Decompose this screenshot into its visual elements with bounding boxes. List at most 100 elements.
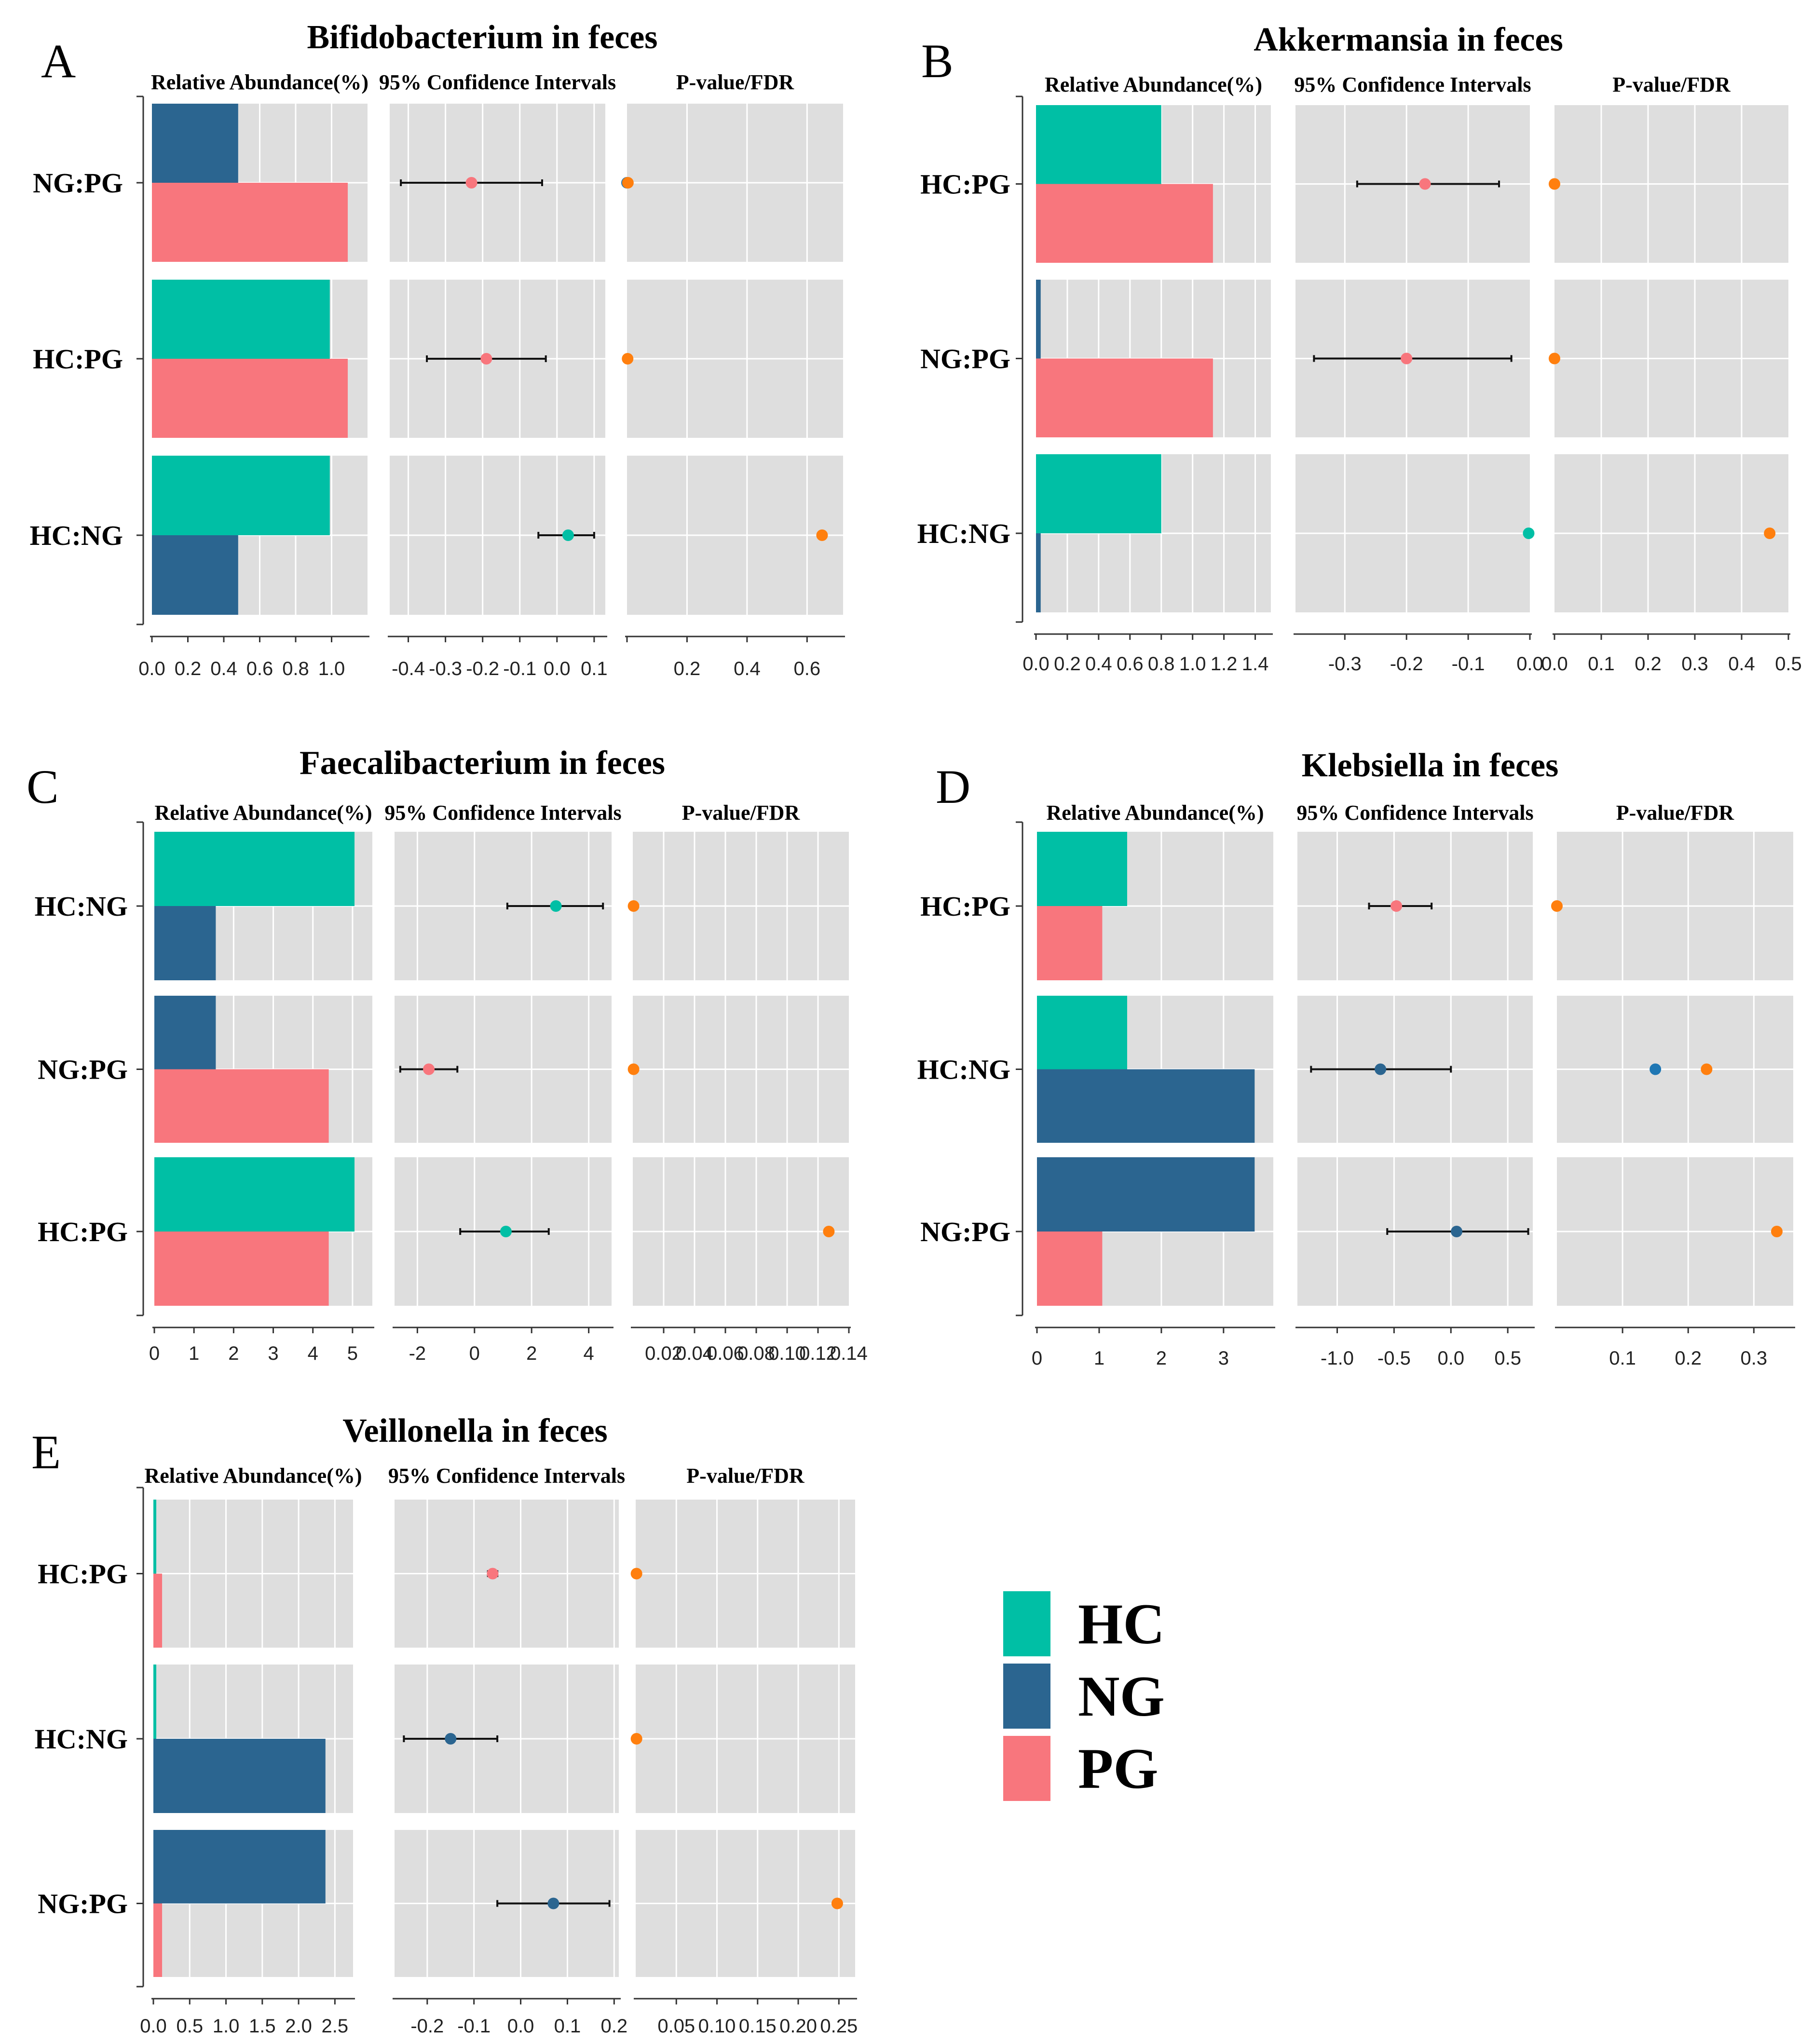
x-tick-label: -0.1 <box>1452 653 1485 675</box>
x-tick-label: 0.0 <box>507 2016 534 2037</box>
x-tick-label: 0.0 <box>140 2016 167 2037</box>
bar-hc <box>1037 832 1127 906</box>
x-tick-label: 2 <box>526 1343 537 1364</box>
x-tick-label: 0.12 <box>799 1343 837 1364</box>
chart-panel-A: Bifidobacterium in feces A Relative Abunda… <box>30 19 845 679</box>
x-tick-label: 0.10 <box>698 2016 736 2037</box>
x-tick-label: 0.15 <box>739 2016 777 2037</box>
row-label: NG:PG <box>920 1216 1010 1247</box>
pvalue-point <box>627 1063 640 1075</box>
ci-point <box>445 1733 457 1745</box>
x-tick-label: 3 <box>1218 1348 1229 1369</box>
chart-panel-D: Klebsiella in feces D Relative Abundance(%… <box>917 747 1795 1369</box>
x-tick-label: -0.2 <box>1390 653 1423 675</box>
x-tick-label: 0.0 <box>1437 1348 1464 1369</box>
bar-hc <box>152 456 330 535</box>
bar-ng <box>1037 1157 1255 1232</box>
legend-label-hc: HC <box>1078 1592 1165 1656</box>
pvalue-point <box>823 1226 835 1237</box>
x-tick-label: 1.2 <box>1211 653 1238 675</box>
legend-label-ng: NG <box>1078 1664 1165 1728</box>
ci-point <box>562 529 574 541</box>
row-label: HC:NG <box>917 1054 1010 1085</box>
x-tick-label: -0.1 <box>457 2016 491 2037</box>
x-tick-label: -0.5 <box>1377 1348 1411 1369</box>
legend-swatch-hc <box>1003 1591 1050 1656</box>
x-tick-label: 0.08 <box>737 1343 775 1364</box>
bar-pg <box>153 1573 163 1648</box>
ci-point <box>1419 178 1431 190</box>
x-tick-label: 4 <box>308 1343 318 1364</box>
row-label: HC:NG <box>917 518 1010 549</box>
pvalue-point <box>1771 1226 1783 1237</box>
row-label: NG:PG <box>38 1888 128 1920</box>
bar-pg <box>153 1903 163 1977</box>
bar-pg <box>152 359 348 438</box>
bar-pg <box>1037 1232 1103 1306</box>
x-tick-label: 0.2 <box>601 2016 628 2037</box>
ci-point <box>547 1897 559 1909</box>
x-tick-label: 0.3 <box>1681 653 1708 675</box>
x-tick-label: 1.0 <box>318 658 345 679</box>
ci-point <box>1375 1063 1387 1075</box>
fdr-point <box>1649 1063 1662 1075</box>
x-tick-label: 1.5 <box>249 2016 276 2037</box>
chart-title: Akkermansia in feces <box>1254 21 1563 58</box>
bar-ng <box>152 104 238 183</box>
bar-ng <box>1036 533 1041 612</box>
row-label: NG:PG <box>38 1054 128 1085</box>
bar-hc <box>1036 454 1161 533</box>
row-label: HC:PG <box>38 1558 128 1590</box>
pvalue-point <box>1764 528 1776 539</box>
ci-header: 95% Confidence Intervals <box>379 70 616 94</box>
pvalue-point <box>630 1733 642 1745</box>
ci-point <box>550 900 562 912</box>
chart-panel-C: Faecalibacterium in feces C Relative Abund… <box>27 745 868 1364</box>
x-tick-label: 0.6 <box>246 658 273 679</box>
x-tick-label: 0.5 <box>1775 653 1802 675</box>
pvalue-point <box>816 529 828 541</box>
x-tick-label: -0.2 <box>466 658 499 679</box>
x-tick-label: 0.6 <box>1117 653 1144 675</box>
x-tick-label: 0.1 <box>554 2016 581 2037</box>
chart-title: Faecalibacterium in feces <box>300 745 665 782</box>
ci-header: 95% Confidence Intervals <box>384 801 621 825</box>
x-tick-label: 0.3 <box>1741 1348 1768 1369</box>
panel-letter: E <box>31 1425 61 1479</box>
x-tick-label: 0.0 <box>1541 653 1568 675</box>
x-tick-label: 0 <box>1032 1348 1042 1369</box>
ci-point <box>500 1226 512 1237</box>
x-tick-label: 0.1 <box>1609 1348 1636 1369</box>
legend-swatch-ng <box>1003 1664 1050 1729</box>
x-tick-label: 0.04 <box>676 1343 713 1364</box>
ci-point <box>1390 900 1403 912</box>
x-tick-label: 0.2 <box>674 658 701 679</box>
x-tick-label: 0.6 <box>794 658 821 679</box>
x-tick-label: 2.0 <box>285 2016 312 2037</box>
x-tick-label: 0.4 <box>734 658 761 679</box>
pvalue-point <box>1549 352 1560 365</box>
panel-letter: B <box>921 34 954 88</box>
legend-label-pg: PG <box>1078 1736 1159 1800</box>
x-tick-label: 3 <box>268 1343 278 1364</box>
panel-letter: C <box>27 760 59 813</box>
pvalue-header: P-value/FDR <box>676 70 795 94</box>
x-tick-label: 0.20 <box>779 2016 817 2037</box>
x-tick-label: 0.4 <box>210 658 237 679</box>
x-tick-label: -2 <box>409 1343 426 1364</box>
x-tick-label: -0.2 <box>410 2016 444 2037</box>
x-tick-label: 0.8 <box>1148 653 1175 675</box>
row-label: HC:NG <box>30 520 123 551</box>
pvalue-point <box>831 1897 843 1909</box>
bar-ng <box>154 996 216 1069</box>
chart-title: Klebsiella in feces <box>1302 747 1559 784</box>
x-tick-label: 4 <box>584 1343 594 1364</box>
x-tick-label: 2 <box>228 1343 239 1364</box>
ci-point <box>480 353 492 365</box>
x-tick-label: 0.0 <box>544 658 571 679</box>
x-tick-label: -0.1 <box>503 658 536 679</box>
x-tick-label: 0.2 <box>175 658 202 679</box>
ci-point <box>487 1568 499 1580</box>
x-tick-label: 0.2 <box>1635 653 1662 675</box>
x-tick-label: 5 <box>347 1343 358 1364</box>
